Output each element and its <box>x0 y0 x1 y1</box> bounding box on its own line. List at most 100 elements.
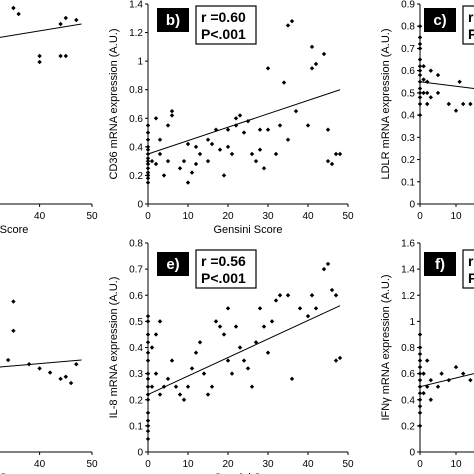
x-tick-label-b: 10 <box>182 211 194 222</box>
y-tick-label-e: 0.5 <box>129 317 143 328</box>
data-point-e <box>229 371 235 376</box>
data-point-f <box>417 423 423 429</box>
data-point-e <box>193 350 199 355</box>
data-point-d <box>58 376 63 382</box>
data-point-e <box>145 376 151 382</box>
x-tick-label-d: 50 <box>86 459 98 470</box>
data-point-d <box>11 328 16 333</box>
data-point-c <box>435 72 441 78</box>
data-point-f <box>417 345 423 350</box>
x-axis-label-d: Score <box>0 472 28 474</box>
data-point-e <box>145 319 151 324</box>
trend-line-f <box>419 373 474 388</box>
panel-tag-e: e) <box>166 256 179 273</box>
data-point-b <box>225 127 231 132</box>
data-point-e <box>189 366 195 371</box>
data-point-a <box>58 53 63 59</box>
data-point-e <box>185 384 191 389</box>
y-tick-label-e: 0.7 <box>129 265 143 276</box>
stat-r-c: r <box>468 9 474 25</box>
data-point-e <box>149 345 155 350</box>
data-point-f <box>428 397 433 402</box>
data-point-f <box>425 358 430 363</box>
data-point-f <box>461 371 466 376</box>
data-point-a <box>58 21 63 27</box>
data-point-b <box>145 180 151 185</box>
data-point-b <box>145 137 151 142</box>
data-point-b <box>249 151 255 157</box>
data-point-e <box>241 358 247 363</box>
data-point-c <box>417 46 423 51</box>
data-point-e <box>165 376 171 382</box>
data-point-e <box>225 306 231 311</box>
x-tick-label-e: 10 <box>182 459 194 470</box>
data-point-e <box>257 306 263 311</box>
data-point-e <box>233 324 239 329</box>
data-point-e <box>337 355 343 361</box>
data-point-b <box>185 141 191 147</box>
data-point-b <box>309 66 315 71</box>
data-point-b <box>145 123 151 128</box>
x-tick-label-d: 40 <box>34 459 46 470</box>
data-point-b <box>149 158 155 164</box>
data-point-c <box>417 86 423 91</box>
data-point-e <box>145 358 151 363</box>
data-point-d <box>5 357 11 363</box>
data-point-c <box>417 64 423 69</box>
data-point-b <box>233 123 239 128</box>
y-tick-label-c: 0.7 <box>401 44 415 55</box>
data-point-f <box>421 391 426 396</box>
stat-box-e <box>195 249 257 289</box>
data-point-e <box>313 306 319 311</box>
stat-box-b <box>195 5 257 45</box>
data-point-a <box>74 17 79 23</box>
data-point-c <box>417 35 423 40</box>
data-point-b <box>289 18 295 24</box>
data-point-b <box>169 108 175 114</box>
data-point-a <box>37 59 42 65</box>
data-point-c <box>461 101 466 107</box>
data-point-e <box>269 319 275 324</box>
data-point-b <box>241 130 247 135</box>
y-tick-label-e: 0.6 <box>129 291 143 302</box>
panel-a: 40 50 Score <box>0 5 98 236</box>
data-point-c <box>421 64 426 69</box>
panel-tag-b: b) <box>166 12 180 29</box>
y-tick-label-c: 0 <box>409 200 415 211</box>
data-point-b <box>145 156 151 161</box>
data-point-b <box>153 116 159 121</box>
y-tick-label-b: 1.4 <box>129 0 143 11</box>
trend-line-b <box>147 89 341 155</box>
y-tick-label-b: 1 <box>137 57 143 68</box>
data-point-b <box>265 66 271 71</box>
y-tick-label-b: 0.2 <box>129 171 143 182</box>
data-point-e <box>145 332 151 337</box>
x-tick-label-b: 40 <box>302 211 314 222</box>
y-tick-label-f: 0.6 <box>401 369 415 380</box>
data-point-e <box>169 358 175 363</box>
data-point-a <box>63 15 68 21</box>
data-point-b <box>265 127 271 132</box>
points-c <box>417 24 474 118</box>
data-point-c <box>425 90 430 96</box>
points-b <box>145 18 343 185</box>
data-point-e <box>325 261 331 267</box>
data-point-b <box>237 113 243 118</box>
y-axis-label-e: IL-8 mRNA expression (A.U.) <box>108 277 120 419</box>
points-f <box>417 332 474 429</box>
data-point-c <box>417 57 423 62</box>
data-point-b <box>233 116 239 121</box>
data-point-b <box>257 147 263 152</box>
panel-b: 0 0.2 0.4 0.6 0.8 1 1.2 1.4 0 10 20 30 40 50 Gensini S… <box>108 0 354 236</box>
trend-line-d <box>0 359 82 368</box>
y-tick-label-c: 0.3 <box>401 133 415 144</box>
data-point-b <box>221 173 227 178</box>
data-point-c <box>417 95 423 100</box>
data-point-e <box>221 332 227 337</box>
data-point-e <box>145 418 151 423</box>
stat-r-b: r =0.60 <box>201 9 246 25</box>
x-tick-label-a: 40 <box>34 211 46 222</box>
data-point-b <box>145 170 151 175</box>
data-point-e <box>197 340 203 345</box>
